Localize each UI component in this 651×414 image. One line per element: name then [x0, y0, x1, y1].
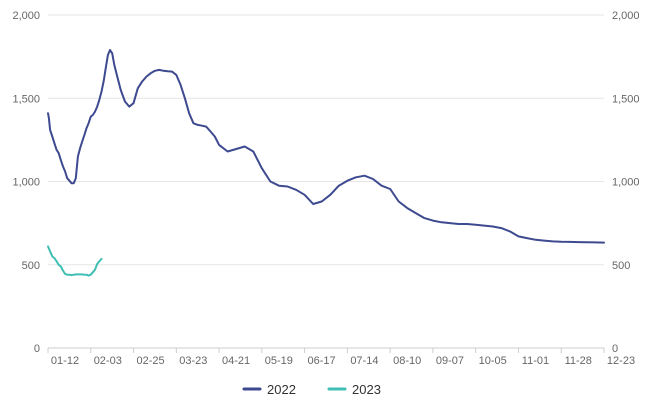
x-tick-label: 07-14 — [350, 355, 378, 367]
y-tick-label-left: 1,000 — [12, 177, 40, 189]
y-tick-label-right: 2,000 — [612, 10, 640, 22]
y-tick-label-left: 500 — [22, 260, 40, 272]
x-tick-label: 02-25 — [136, 355, 164, 367]
y-tick-label-right: 1,500 — [612, 93, 640, 105]
y-tick-label-right: 500 — [612, 260, 630, 272]
legend-label: 2023 — [352, 382, 381, 397]
x-tick-label: 01-12 — [51, 355, 79, 367]
x-tick-label: 03-23 — [179, 355, 207, 367]
y-tick-label-left: 0 — [34, 343, 40, 355]
x-tick-label: 09-07 — [436, 355, 464, 367]
x-tick-label: 11-01 — [522, 355, 549, 367]
legend-label: 2022 — [267, 382, 296, 397]
x-tick-label: 06-17 — [308, 355, 336, 367]
y-tick-label-left: 1,500 — [12, 93, 40, 105]
y-tick-label-right: 1,000 — [612, 177, 640, 189]
y-tick-label-right: 0 — [612, 343, 618, 355]
y-tick-label-left: 2,000 — [12, 10, 40, 22]
series-line-2023 — [47, 245, 103, 277]
x-tick-label: 02-03 — [94, 355, 122, 367]
x-tick-label: 04-21 — [222, 355, 250, 367]
x-tick-label: 12-23 — [607, 355, 635, 367]
x-tick-label: 08-10 — [393, 355, 421, 367]
x-tick-label: 10-05 — [479, 355, 507, 367]
series-line-2022 — [47, 49, 605, 244]
x-tick-label: 11-28 — [565, 355, 592, 367]
x-tick-label: 05-19 — [265, 355, 293, 367]
